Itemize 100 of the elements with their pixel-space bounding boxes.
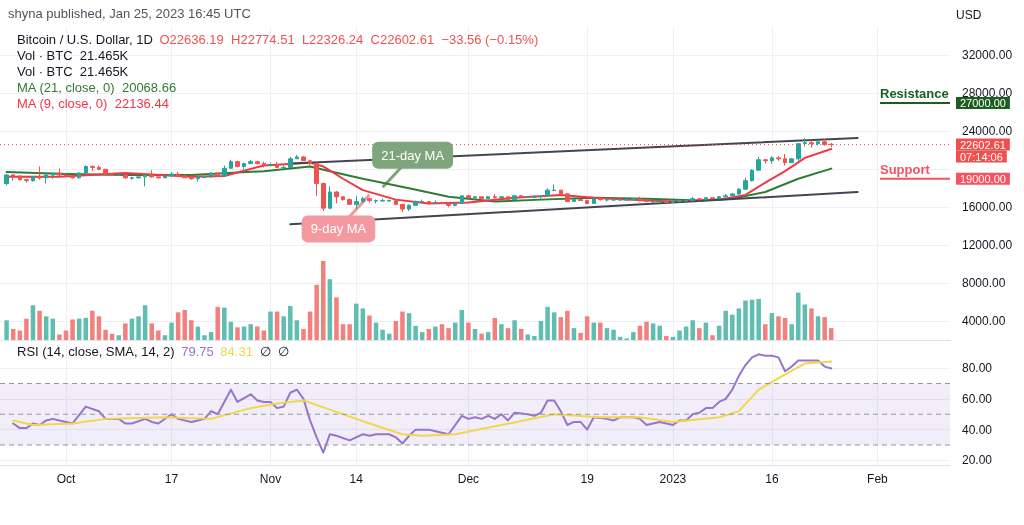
candlestick — [90, 164, 95, 172]
bar — [380, 329, 385, 340]
bar — [189, 320, 194, 340]
candlestick — [314, 162, 319, 197]
bar — [776, 316, 781, 340]
candlestick — [143, 173, 147, 187]
x-tick-label: 17 — [164, 472, 179, 486]
candlestick — [394, 199, 398, 206]
bar — [710, 335, 715, 340]
candlestick — [295, 154, 299, 160]
candlestick — [598, 198, 603, 202]
bar — [604, 328, 610, 340]
bar — [578, 332, 583, 340]
bar — [175, 312, 181, 340]
text: 07:14:06 — [960, 150, 1003, 163]
bar — [650, 323, 656, 340]
bar — [4, 320, 9, 340]
candlestick — [697, 198, 702, 202]
bar — [268, 311, 273, 340]
candlestick — [400, 203, 405, 213]
candlestick — [97, 164, 101, 171]
candlestick — [783, 153, 787, 166]
y-tick-label: 32000.00 — [962, 48, 1013, 63]
x-tick-label: 2023 — [659, 472, 687, 486]
bar — [314, 284, 319, 340]
text: MA (9, close, 0) — [17, 96, 108, 111]
candlestick — [592, 197, 596, 204]
bar — [90, 310, 95, 340]
candlestick — [690, 196, 695, 202]
candlestick — [420, 199, 424, 203]
x-tick-label: 16 — [765, 472, 779, 486]
bar — [815, 316, 821, 340]
candlestick — [136, 176, 141, 180]
candlestick — [321, 182, 326, 212]
text: shyna published, Jan 25, 2023 16:45 UTC — [8, 6, 251, 21]
bar — [340, 324, 346, 340]
bar — [433, 326, 438, 340]
bar — [796, 292, 801, 340]
bar — [809, 308, 814, 340]
bar — [479, 333, 484, 340]
candlestick — [70, 174, 75, 180]
candlestick — [235, 160, 240, 168]
bar — [512, 320, 517, 340]
bar — [525, 334, 531, 340]
candlestick — [789, 157, 794, 164]
line-series — [12, 360, 833, 437]
y-tick-label: 24000.00 — [962, 124, 1013, 139]
candlestick — [526, 195, 530, 199]
bar — [360, 308, 366, 340]
bar — [123, 323, 128, 340]
annotation: 79.75 — [181, 344, 214, 359]
candlestick — [407, 203, 411, 212]
candlestick — [723, 193, 728, 198]
candlestick — [638, 196, 642, 203]
candlestick — [44, 171, 48, 184]
bar — [235, 327, 240, 340]
bar — [690, 320, 695, 340]
candlestick — [37, 165, 42, 181]
bar — [743, 300, 748, 340]
bar — [644, 321, 649, 340]
candlestick — [743, 177, 748, 190]
bar — [215, 306, 220, 340]
candlestick — [11, 173, 15, 182]
candlestick — [51, 172, 55, 180]
bar — [439, 324, 445, 340]
candlestick — [301, 155, 306, 162]
candlestick — [572, 199, 576, 203]
y-tick-label: 12000.00 — [962, 238, 1013, 253]
y-axis-title: USD — [956, 8, 982, 22]
candlestick — [77, 171, 81, 180]
candlestick — [31, 175, 35, 183]
bar — [611, 329, 616, 340]
candlestick — [308, 159, 312, 166]
candlestick — [57, 167, 62, 178]
chart-subtitle: O22636.19 H22774.51 L22326.24 C22602.61 −33.56 (−0.15%) — [159, 32, 539, 47]
bar — [545, 306, 550, 340]
candlestick — [4, 173, 9, 186]
candlestick — [229, 159, 233, 169]
candlestick — [545, 187, 550, 198]
candlestick — [169, 171, 174, 178]
candlestick — [275, 161, 279, 169]
annotation: 22136.44 — [114, 96, 169, 111]
bar — [37, 310, 42, 340]
candlestick — [664, 200, 669, 203]
bar — [347, 324, 352, 340]
bar — [162, 335, 168, 340]
bar — [57, 334, 62, 340]
candlestick — [644, 199, 649, 203]
candlestick — [816, 139, 820, 147]
bar — [43, 316, 49, 340]
bar — [354, 303, 359, 340]
candlestick — [499, 196, 504, 200]
candlestick — [84, 164, 88, 175]
x-tick-label: Oct — [56, 472, 76, 486]
bar — [182, 309, 187, 340]
candlestick — [149, 169, 154, 179]
bar — [156, 330, 161, 340]
candlestick — [532, 194, 537, 199]
bar — [657, 325, 662, 340]
candlestick — [163, 174, 167, 179]
